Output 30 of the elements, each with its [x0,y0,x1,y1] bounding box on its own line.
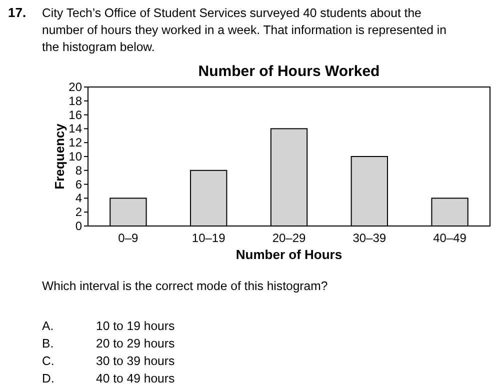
text: 10 to 19 hours [96,319,175,333]
text: 40 to 49 hours [96,372,175,385]
y-tick-label: 12 [68,136,82,150]
y-tick-label: 0 [75,219,82,233]
text: B. [42,336,54,350]
y-tick-label: 8 [75,163,82,178]
x-tick-label: 40–49 [433,231,467,245]
y-tick-label: 6 [75,177,82,192]
text: 30 to 39 hours [96,354,175,368]
x-tick-label: 0–9 [118,231,139,245]
y-tick-label: 18 [68,94,82,108]
y-tick-label: 16 [68,108,82,122]
y-tick-label: 10 [68,150,82,164]
text: A. [42,319,54,333]
text: City Tech’s Office of Student Services surveyed 40 students about the number of hours they worked in a week. That information is represented in the histogram below. [42,6,447,54]
text: 20 to 29 hours [96,336,175,350]
x-tick-label: 30–39 [352,231,386,245]
y-tick-label: 20 [68,80,82,94]
y-axis-title: Frequency [52,122,67,190]
x-tick-label: 20–29 [272,231,306,245]
text: C. [42,354,54,368]
text: 17. [8,5,26,20]
y-tick-label: 4 [75,191,82,206]
chart-title: Number of Hours Worked [198,63,380,80]
x-axis-title: Number of Hours [236,247,342,262]
y-tick-label: 14 [68,122,82,136]
x-tick-label: 10–19 [192,231,226,245]
text: D. [42,372,54,385]
y-tick-label: 2 [75,205,82,220]
text: Which interval is the correct mode of this histogram? [42,279,328,293]
